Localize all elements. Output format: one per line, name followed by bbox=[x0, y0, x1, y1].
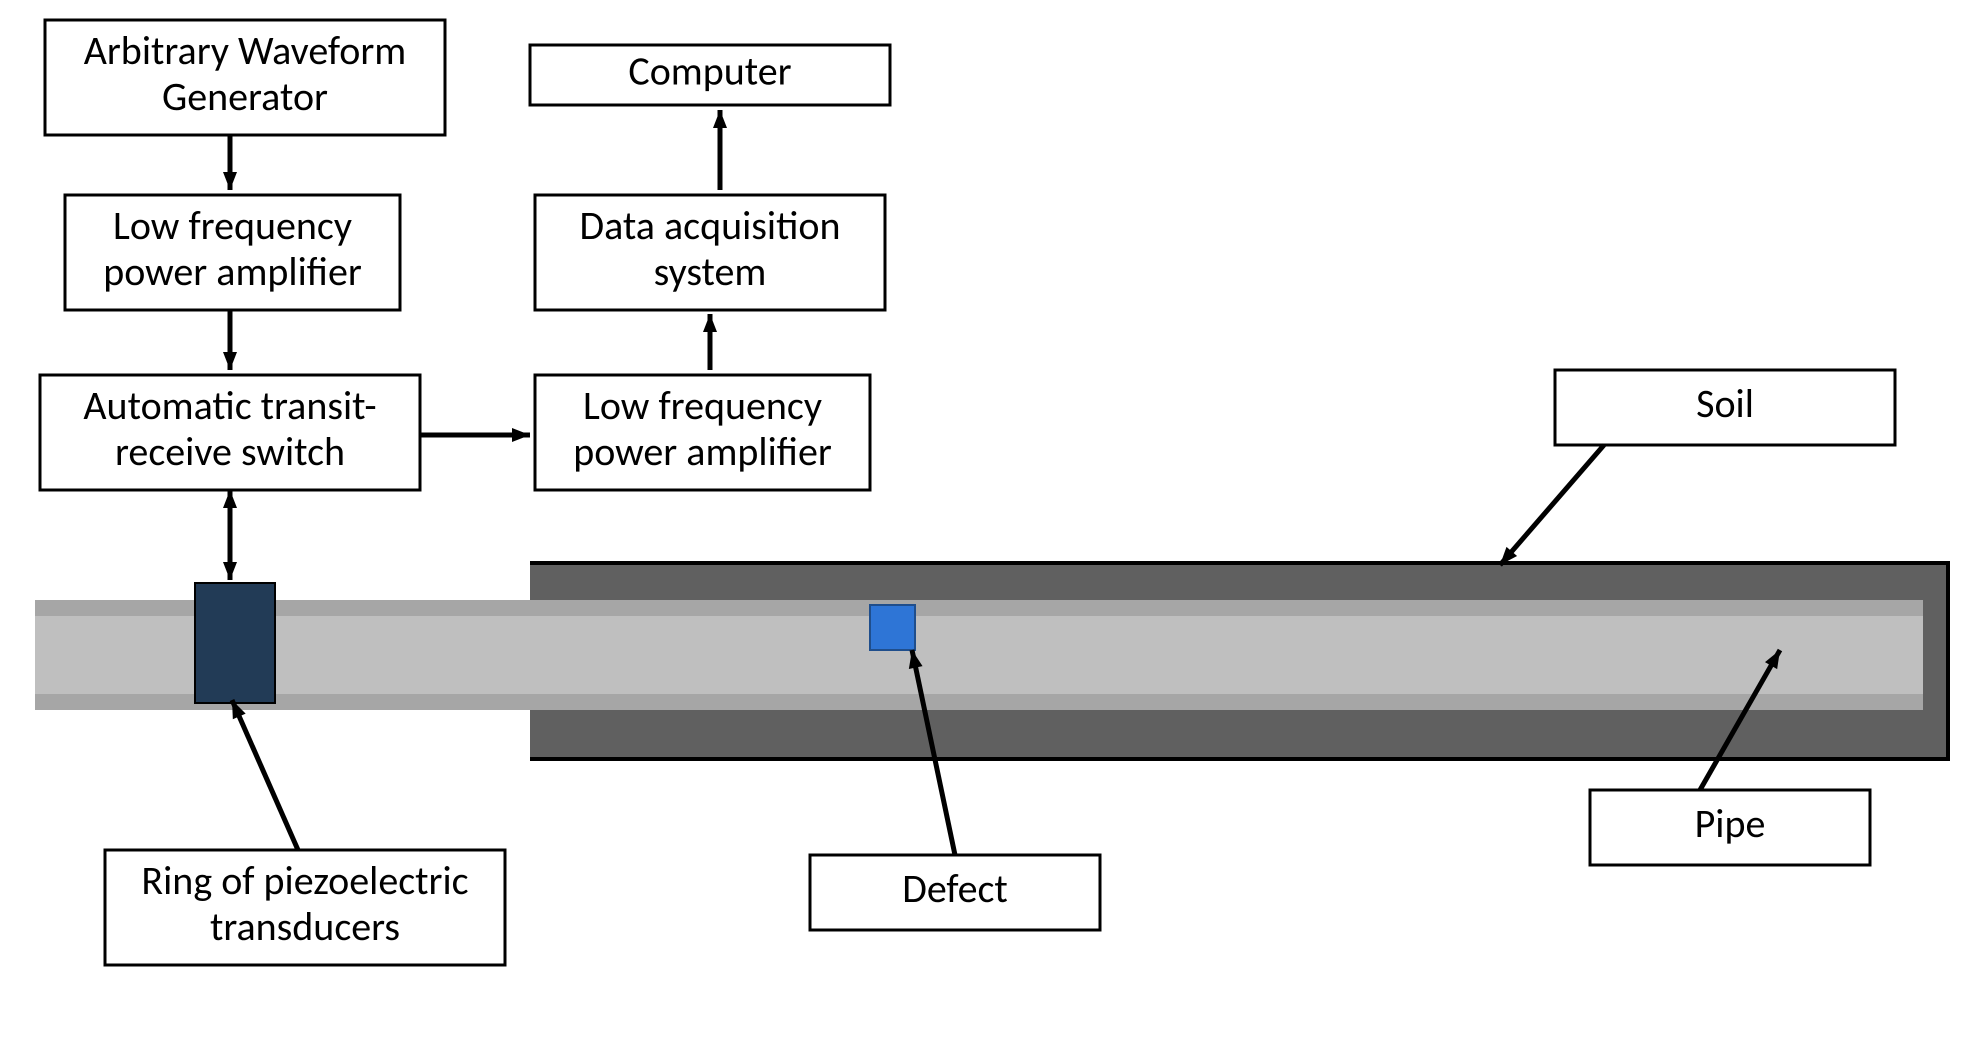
arrow-head-icon bbox=[223, 352, 237, 370]
arrow-head-icon bbox=[223, 172, 237, 190]
daq-label: system bbox=[654, 247, 767, 296]
computer-label: Computer bbox=[628, 47, 791, 96]
defect-marker bbox=[870, 605, 915, 650]
arrow-line bbox=[232, 700, 298, 850]
arrow-head-icon bbox=[223, 562, 237, 580]
defect_lbl-label: Defect bbox=[902, 864, 1008, 913]
lfpa1-label: power amplifier bbox=[103, 247, 362, 296]
switch-label: Automatic transit- bbox=[83, 381, 376, 430]
switch-label: receive switch bbox=[115, 427, 345, 476]
arrow-head-icon bbox=[713, 110, 727, 128]
lfpa2-label: power amplifier bbox=[573, 427, 832, 476]
arrow-head-icon bbox=[223, 490, 237, 508]
lfpa1-label: Low frequency bbox=[113, 201, 352, 250]
diagram-canvas: Arbitrary WaveformGenerator Low frequency… bbox=[0, 0, 1978, 1059]
pipe_lbl-label: Pipe bbox=[1695, 799, 1766, 848]
soil_lbl-label: Soil bbox=[1696, 379, 1754, 428]
arrow-head-icon bbox=[703, 314, 717, 332]
daq-label: Data acquisition bbox=[579, 201, 840, 250]
arrow-head-icon bbox=[512, 428, 530, 442]
awg-label: Generator bbox=[162, 72, 328, 121]
arrow-line bbox=[1500, 445, 1604, 565]
lfpa2-label: Low frequency bbox=[583, 381, 822, 430]
transducer_lbl-label: Ring of piezoelectric bbox=[141, 856, 468, 905]
transducer_lbl-label: transducers bbox=[210, 902, 400, 951]
awg-label: Arbitrary Waveform bbox=[84, 26, 407, 75]
transducer-ring bbox=[195, 583, 275, 703]
pipe-bore bbox=[35, 616, 1923, 694]
